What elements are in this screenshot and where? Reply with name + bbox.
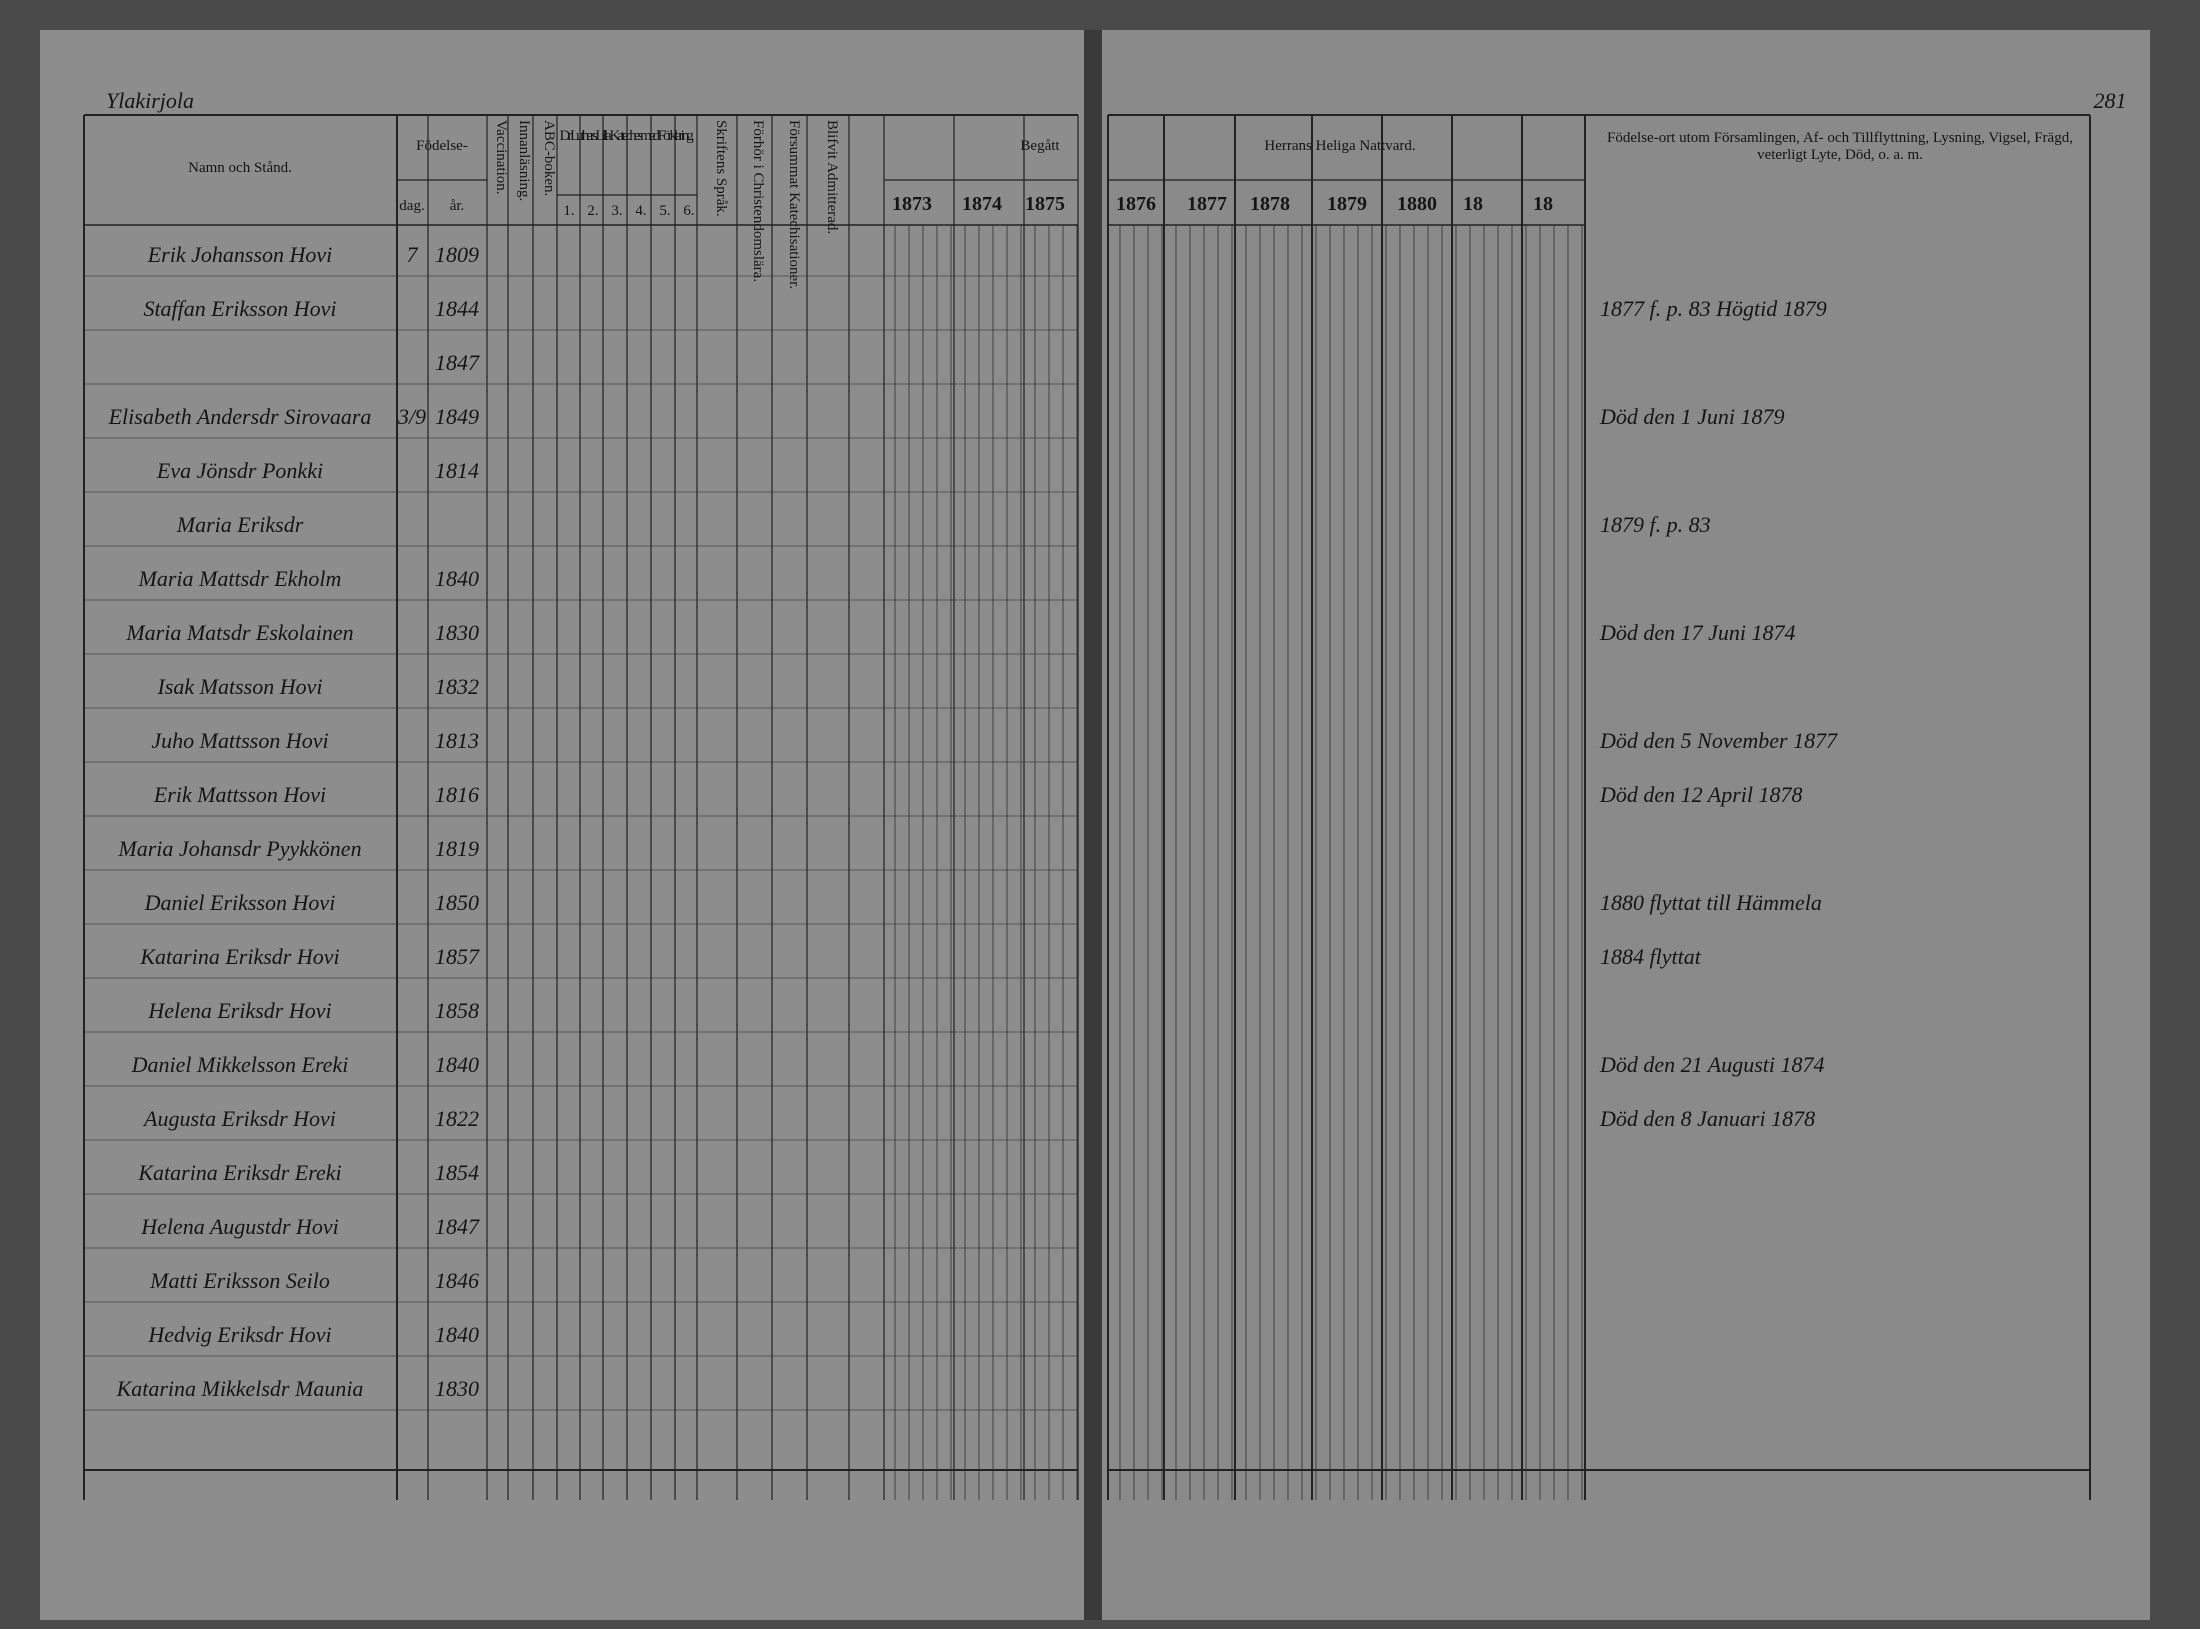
header: 5. — [659, 203, 670, 219]
year-header: 1877 — [1187, 193, 1227, 215]
birth-year: 1809 — [435, 242, 479, 267]
year-header: 1879 — [1327, 193, 1367, 215]
remark: 1877 f. p. 83 Högtid 1879 — [1600, 296, 1827, 321]
remark: Död den 5 November 1877 — [1599, 728, 1838, 753]
remark: Död den 12 April 1878 — [1599, 782, 1802, 807]
remark: Död den 8 Januari 1878 — [1599, 1106, 1815, 1131]
content: Ylakirjola Namn och Stånd. Födelse-dag. år.… — [83, 88, 2127, 1500]
year-header: 1875 — [1025, 193, 1065, 215]
name: Hedvig Eriksdr Hovi — [147, 1322, 331, 1347]
name: Helena Eriksdr Hovi — [147, 998, 331, 1023]
birth-year: 1830 — [435, 1376, 479, 1401]
birth-year: 1813 — [435, 728, 479, 753]
birth-year: 1849 — [435, 404, 479, 429]
name: Daniel Mikkelsson Ereki — [131, 1052, 349, 1077]
header: Dr Luthers Lilla Katechesmed Förklaring. — [560, 128, 695, 144]
header-vertical: Blifvit Admitterad. — [824, 120, 840, 234]
birth-year: 1846 — [435, 1268, 479, 1293]
header-vertical: Vaccination. — [493, 120, 509, 195]
birth-year: 1822 — [435, 1106, 479, 1131]
name: Maria Mattsdr Ekholm — [138, 566, 342, 591]
birth-year: 1858 — [435, 998, 479, 1023]
header: 6. — [683, 203, 694, 219]
year-header: 18 — [1463, 193, 1483, 215]
name: Juho Mattsson Hovi — [151, 728, 328, 753]
year-header: 1880 — [1397, 193, 1437, 215]
header-vertical: Försummat Katechisationer. — [786, 120, 802, 289]
header-vertical: Skriftens Språk. — [713, 120, 729, 217]
name: Katarina Mikkelsdr Maunia — [116, 1376, 364, 1401]
name: Erik Mattsson Hovi — [153, 782, 326, 807]
parish-name: Ylakirjola — [106, 88, 194, 113]
birth-year: 1857 — [435, 944, 480, 969]
birth-year: 1850 — [435, 890, 479, 915]
year-header: 1878 — [1250, 193, 1290, 215]
remarks-header-box: Födelse-ort utom Församlingen, Af- och T… — [1607, 130, 2073, 163]
birth-year: 1830 — [435, 620, 479, 645]
spine — [1084, 30, 1102, 1620]
remarks-header: Födelse-ort utom Församlingen, Af- och T… — [1607, 130, 2073, 163]
birth-year: 1840 — [435, 1322, 479, 1347]
name: Matti Eriksson Seilo — [149, 1268, 330, 1293]
header: dag. — [399, 198, 424, 214]
birth-year: 1847 — [435, 1214, 480, 1239]
year-header: 1873 — [892, 193, 932, 215]
remark: Död den 1 Juni 1879 — [1599, 404, 1785, 429]
remark: 1879 f. p. 83 — [1600, 512, 1711, 537]
year-header: 1876 — [1116, 193, 1156, 215]
name: Isak Matsson Hovi — [157, 674, 323, 699]
birth-day: 3/9 — [397, 404, 426, 429]
name: Daniel Eriksson Hovi — [144, 890, 336, 915]
header-vertical: Förhör i Christendomslära. — [750, 120, 766, 282]
name: Maria Matsdr Eskolainen — [125, 620, 353, 645]
name: Erik Johansson Hovi — [147, 242, 333, 267]
page-number: 281 — [2094, 88, 2127, 113]
remark: Död den 21 Augusti 1874 — [1599, 1052, 1824, 1077]
name: Katarina Eriksdr Hovi — [139, 944, 339, 969]
birth-year: 1840 — [435, 1052, 479, 1077]
birth-year: 1819 — [435, 836, 479, 861]
remark: Död den 17 Juni 1874 — [1599, 620, 1796, 645]
header: 4. — [635, 203, 646, 219]
header: Begått — [1020, 138, 1060, 154]
birth-year: 1854 — [435, 1160, 479, 1185]
name: Maria Johansdr Pyykkönen — [117, 836, 361, 861]
header: Födelse- — [416, 138, 468, 154]
header-vertical: Innanläsning. — [516, 120, 532, 201]
birth-year: 1844 — [435, 296, 479, 321]
name: Elisabeth Andersdr Sirovaara — [108, 404, 372, 429]
birth-year: 1814 — [435, 458, 479, 483]
header: 3. — [611, 203, 622, 219]
left-page — [40, 30, 1090, 1620]
name: Augusta Eriksdr Hovi — [142, 1106, 336, 1131]
birth-year: 1816 — [435, 782, 479, 807]
birth-year: 1832 — [435, 674, 479, 699]
header: Namn och Stånd. — [188, 160, 292, 176]
right-page — [1095, 30, 2150, 1620]
header: 2. — [587, 203, 598, 219]
name: Katarina Eriksdr Ereki — [137, 1160, 341, 1185]
name: Maria Eriksdr — [176, 512, 304, 537]
header-vertical: ABC-boken. — [541, 120, 557, 196]
header: 1. — [563, 203, 574, 219]
birth-year: 1840 — [435, 566, 479, 591]
name: Helena Augustdr Hovi — [140, 1214, 339, 1239]
remark: 1884 flyttat — [1600, 944, 1702, 969]
name: Eva Jönsdr Ponkki — [156, 458, 323, 483]
remark: 1880 flyttat till Hämmela — [1600, 890, 1822, 915]
birth-year: 1847 — [435, 350, 480, 375]
header: Herrans Heliga Nattvard. — [1264, 138, 1415, 154]
birth-day: 7 — [407, 242, 419, 267]
header: år. — [450, 198, 465, 214]
name: Staffan Eriksson Hovi — [143, 296, 336, 321]
year-header: 1874 — [962, 193, 1002, 215]
year-header: 18 — [1533, 193, 1553, 215]
